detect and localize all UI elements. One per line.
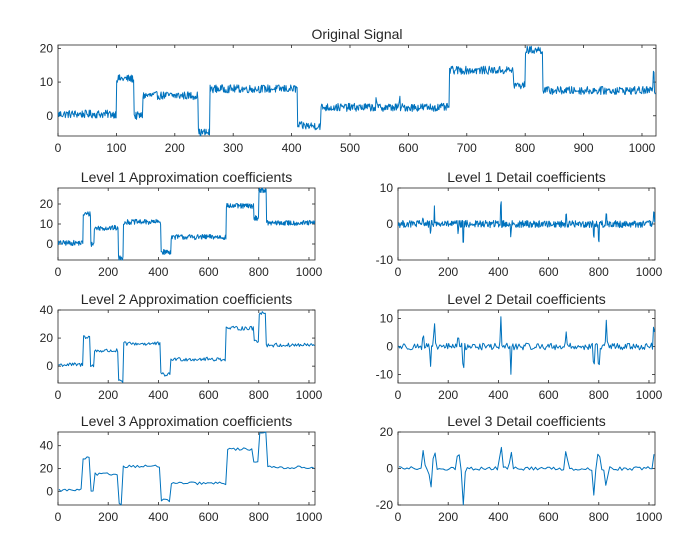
y-tick-label: 0 xyxy=(46,109,53,123)
x-tick-label: 800 xyxy=(589,265,609,279)
x-tick-label: 1000 xyxy=(296,510,323,524)
x-tick-label: 1000 xyxy=(636,510,663,524)
x-tick-label: 800 xyxy=(249,388,269,402)
x-tick-label: 0 xyxy=(55,265,62,279)
x-tick-label: 200 xyxy=(98,265,118,279)
x-tick-label: 800 xyxy=(589,388,609,402)
x-tick-label: 200 xyxy=(438,510,458,524)
chart-title-approx1: Level 1 Approximation coefficients xyxy=(81,169,292,185)
y-tick-label: 40 xyxy=(40,303,54,317)
y-tick-label: 0 xyxy=(46,237,53,251)
x-tick-label: 600 xyxy=(539,388,559,402)
axes-box-approx3 xyxy=(57,431,316,506)
y-tick-label: -10 xyxy=(376,368,394,382)
x-tick-label: 800 xyxy=(249,510,269,524)
chart-title-approx3: Level 3 Approximation coefficients xyxy=(81,413,292,429)
x-tick-label: 400 xyxy=(148,265,168,279)
x-tick-label: 600 xyxy=(539,265,559,279)
subplot-detail2: Level 2 Detail coefficients 0 200 400 600 800… xyxy=(376,291,663,402)
series-line-detail1 xyxy=(397,201,656,243)
x-tick-label: 1000 xyxy=(296,388,323,402)
x-tick-label: 600 xyxy=(539,510,559,524)
x-tick-label: 1000 xyxy=(629,141,656,155)
x-tick-label: 1000 xyxy=(636,265,663,279)
x-tick-label: 300 xyxy=(223,141,243,155)
x-tick-label: 0 xyxy=(395,510,402,524)
subplot-detail1: Level 1 Detail coefficients 0 200 400 600 800… xyxy=(376,169,663,279)
y-tick-label: -10 xyxy=(376,253,394,267)
x-tick-label: 400 xyxy=(488,510,508,524)
x-tick-label: 200 xyxy=(438,388,458,402)
x-tick-label: 1000 xyxy=(296,265,323,279)
x-tick-label: 600 xyxy=(398,141,418,155)
x-tick-label: 700 xyxy=(457,141,477,155)
series-line-approx2 xyxy=(58,311,315,383)
x-tick-label: 0 xyxy=(55,510,62,524)
y-tick-label: 20 xyxy=(40,41,54,55)
y-tick-label: 20 xyxy=(40,462,54,476)
x-tick-label: 800 xyxy=(589,510,609,524)
y-tick-label: 20 xyxy=(40,331,54,345)
y-tick-label: 20 xyxy=(380,425,394,439)
chart-title-approx2: Level 2 Approximation coefficients xyxy=(81,291,292,307)
axes-box-approx2 xyxy=(57,309,316,384)
y-tick-label: 0 xyxy=(386,340,393,354)
chart-title-detail1: Level 1 Detail coefficients xyxy=(447,169,606,185)
x-tick-label: 200 xyxy=(98,388,118,402)
x-tick-label: 400 xyxy=(148,510,168,524)
x-tick-label: 200 xyxy=(438,265,458,279)
x-tick-label: 800 xyxy=(249,265,269,279)
x-tick-label: 400 xyxy=(488,265,508,279)
x-tick-label: 1000 xyxy=(636,388,663,402)
y-tick-label: 10 xyxy=(380,311,394,325)
x-tick-label: 0 xyxy=(395,265,402,279)
x-tick-label: 600 xyxy=(199,265,219,279)
x-tick-label: 800 xyxy=(515,141,535,155)
x-tick-label: 600 xyxy=(199,510,219,524)
y-tick-label: -20 xyxy=(376,498,394,512)
y-tick-label: 40 xyxy=(40,439,54,453)
chart-title-original: Original Signal xyxy=(311,26,402,42)
series-line-original xyxy=(57,45,656,137)
y-tick-label: 10 xyxy=(380,181,394,195)
x-tick-label: 0 xyxy=(55,141,62,155)
axes-box-detail3 xyxy=(397,431,656,506)
x-tick-label: 0 xyxy=(395,388,402,402)
y-tick-label: 20 xyxy=(40,197,54,211)
y-tick-label: 0 xyxy=(386,217,393,231)
x-tick-label: 600 xyxy=(199,388,219,402)
x-tick-label: 0 xyxy=(55,388,62,402)
series-line-approx1 xyxy=(57,187,316,261)
series-line-approx3 xyxy=(58,431,315,506)
chart-title-detail2: Level 2 Detail coefficients xyxy=(447,291,606,307)
x-tick-label: 400 xyxy=(488,388,508,402)
x-tick-label: 200 xyxy=(165,141,185,155)
axes-box-approx1 xyxy=(57,187,316,261)
x-tick-label: 100 xyxy=(106,141,126,155)
y-tick-label: 0 xyxy=(46,484,53,498)
y-tick-label: 10 xyxy=(40,217,54,231)
series-line-detail2 xyxy=(398,316,655,375)
chart-title-detail3: Level 3 Detail coefficients xyxy=(447,413,606,429)
y-tick-label: 0 xyxy=(46,359,53,373)
x-tick-label: 400 xyxy=(148,388,168,402)
y-tick-label: 0 xyxy=(386,462,393,476)
x-tick-label: 900 xyxy=(574,141,594,155)
x-tick-label: 200 xyxy=(98,510,118,524)
series-line-detail3 xyxy=(398,446,655,506)
x-tick-label: 400 xyxy=(282,141,302,155)
y-tick-label: 10 xyxy=(40,75,54,89)
x-tick-label: 500 xyxy=(340,141,360,155)
